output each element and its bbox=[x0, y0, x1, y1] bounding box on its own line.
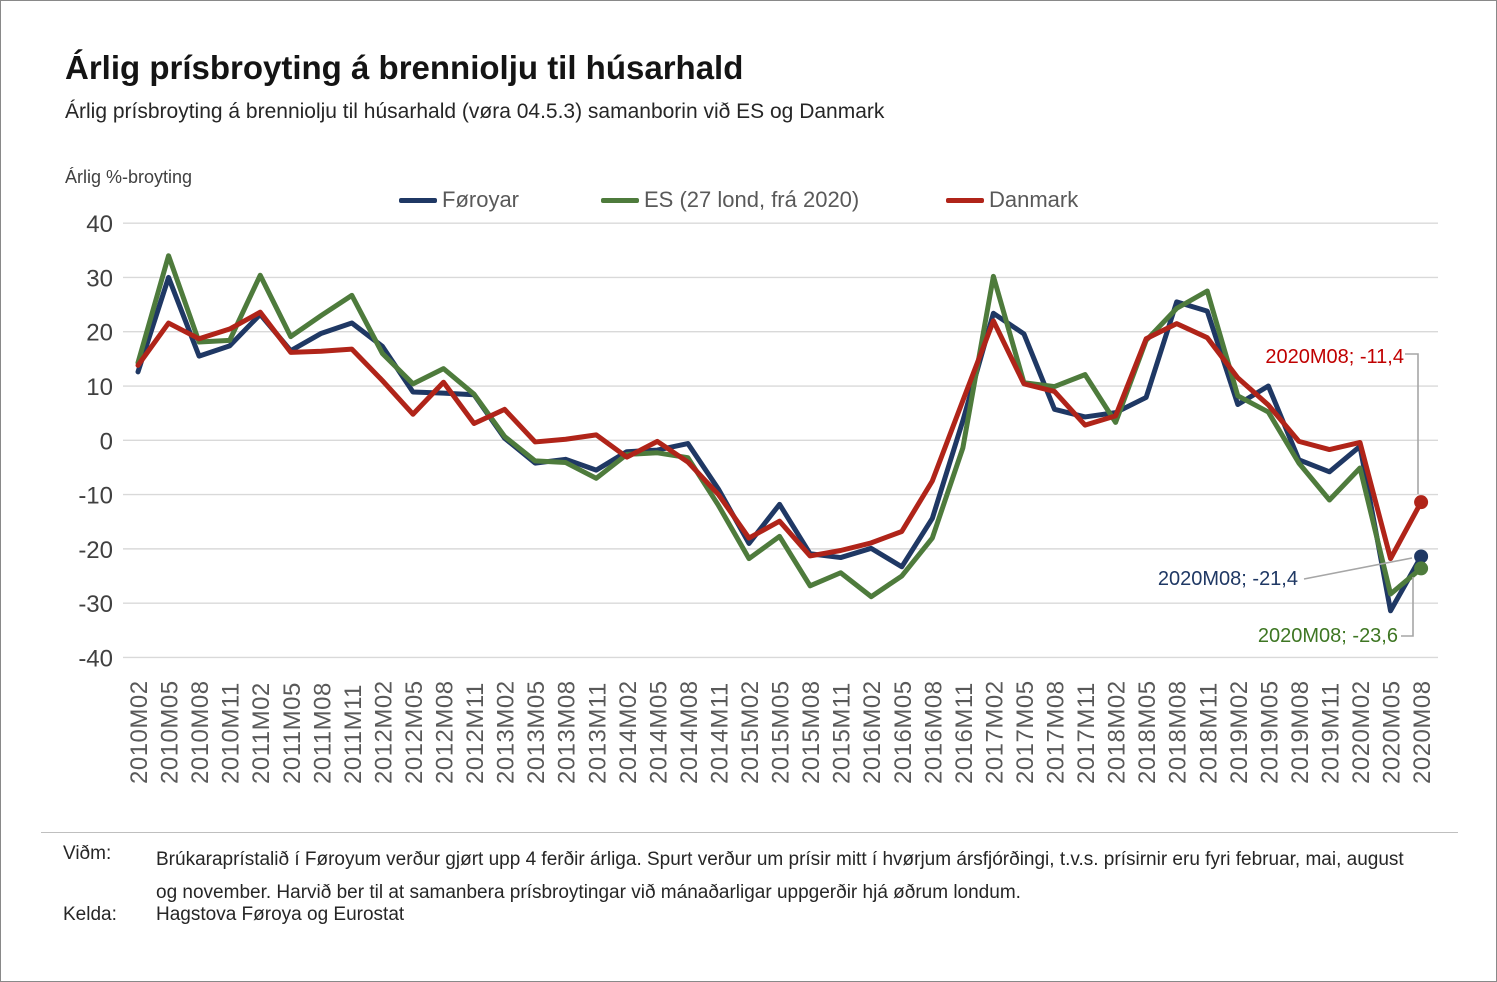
y-tick-label: 0 bbox=[100, 428, 113, 455]
x-tick-label: 2018M11 bbox=[1195, 682, 1222, 784]
page-subtitle: Árlig prísbroyting á brenniolju til húsa… bbox=[65, 100, 885, 123]
x-tick-label: 2017M05 bbox=[1012, 680, 1039, 784]
y-tick-label: -40 bbox=[78, 645, 113, 672]
x-tick-label: 2020M08 bbox=[1409, 680, 1436, 784]
x-tick-label: 2011M05 bbox=[279, 682, 306, 784]
source-label: Kelda: bbox=[63, 904, 117, 925]
x-tick-label: 2010M08 bbox=[187, 680, 214, 784]
series-end-dot-f-royar bbox=[1414, 549, 1429, 564]
y-axis-title: Árlig %-broyting bbox=[65, 167, 193, 187]
x-tick-label: 2016M02 bbox=[859, 680, 886, 784]
x-tick-label: 2011M02 bbox=[248, 682, 275, 784]
x-tick-label: 2015M08 bbox=[798, 680, 825, 784]
x-tick-label: 2013M11 bbox=[584, 682, 611, 784]
x-tick-label: 2012M11 bbox=[462, 682, 489, 784]
legend-line-swatch bbox=[946, 197, 984, 203]
x-tick-label: 2014M05 bbox=[645, 680, 672, 784]
x-tick-label: 2016M08 bbox=[920, 680, 947, 784]
callout-connector bbox=[1405, 353, 1419, 494]
y-tick-label: -20 bbox=[78, 537, 113, 564]
x-tick-label: 2016M05 bbox=[890, 680, 917, 784]
x-tick-label: 2017M08 bbox=[1043, 680, 1070, 784]
data-label-f-royar: 2020M08; -21,4 bbox=[1157, 568, 1298, 590]
source-text: Hagstova Føroya og Eurostat bbox=[156, 904, 405, 925]
legend-item-danmark: Danmark bbox=[946, 187, 1078, 213]
y-tick-label: -10 bbox=[78, 483, 113, 510]
x-tick-label: 2012M05 bbox=[401, 680, 428, 784]
footnote-label: Viðm: bbox=[63, 843, 112, 864]
series-line-f-royar bbox=[135, 274, 1424, 614]
x-tick-label: 2019M02 bbox=[1226, 680, 1253, 784]
x-tick-label: 2014M08 bbox=[676, 680, 703, 784]
x-tick-label: 2011M08 bbox=[309, 682, 336, 784]
x-tick-label: 2014M02 bbox=[615, 680, 642, 784]
x-tick-label: 2013M08 bbox=[554, 680, 581, 784]
callout-connector bbox=[1303, 557, 1413, 580]
x-tick-label: 2015M11 bbox=[829, 682, 856, 784]
series-line-danmark bbox=[135, 309, 1424, 562]
x-tick-label: 2017M11 bbox=[1073, 682, 1100, 784]
x-tick-label: 2018M02 bbox=[1104, 680, 1131, 784]
legend-item-f-royar: Føroyar bbox=[399, 187, 519, 213]
x-tick-label: 2010M02 bbox=[126, 680, 153, 784]
page-title: Árlig prísbroyting á brenniolju til húsa… bbox=[65, 49, 744, 86]
series-end-dot-danmark bbox=[1414, 495, 1429, 510]
x-tick-label: 2016M11 bbox=[951, 682, 978, 784]
x-tick-label: 2013M05 bbox=[523, 680, 550, 784]
x-tick-label: 2015M05 bbox=[768, 680, 795, 784]
y-tick-label: 40 bbox=[86, 211, 113, 238]
x-tick-label: 2011M11 bbox=[340, 684, 367, 784]
callout-connector bbox=[1401, 577, 1414, 637]
x-tick-label: 2019M05 bbox=[1256, 680, 1283, 784]
x-tick-label: 2020M05 bbox=[1379, 680, 1406, 784]
legend-item-es-27-lond-fr-2020-: ES (27 lond, frá 2020) bbox=[601, 187, 859, 213]
x-tick-label: 2015M02 bbox=[737, 680, 764, 784]
legend-label: Danmark bbox=[989, 187, 1079, 212]
x-tick-label: 2012M02 bbox=[370, 680, 397, 784]
x-tick-label: 2019M08 bbox=[1287, 680, 1314, 784]
x-tick-label: 2010M11 bbox=[218, 682, 245, 784]
legend-label: ES (27 lond, frá 2020) bbox=[644, 187, 860, 212]
y-tick-label: 20 bbox=[86, 320, 113, 347]
x-tick-label: 2010M05 bbox=[157, 680, 184, 784]
series-line-es-27-lond-fr-2020- bbox=[135, 253, 1424, 600]
y-tick-label: 10 bbox=[86, 374, 113, 401]
x-tick-label: 2018M05 bbox=[1134, 680, 1161, 784]
legend-line-swatch bbox=[399, 197, 437, 203]
x-tick-label: 2013M02 bbox=[493, 680, 520, 784]
x-tick-label: 2020M02 bbox=[1348, 680, 1375, 784]
x-tick-label: 2018M08 bbox=[1165, 680, 1192, 784]
x-tick-label: 2017M02 bbox=[981, 680, 1008, 784]
x-tick-label: 2012M08 bbox=[432, 680, 459, 784]
series-end-dot-es-27-lond-fr-2020- bbox=[1414, 561, 1429, 576]
data-label-danmark: 2020M08; -11,4 bbox=[1265, 346, 1404, 368]
legend-line-swatch bbox=[601, 197, 639, 203]
footnote-text: Brúkaraprístalið í Føroyum verður gjørt … bbox=[156, 849, 1404, 903]
y-tick-label: -30 bbox=[78, 591, 113, 618]
x-tick-label: 2019M11 bbox=[1317, 682, 1344, 784]
footer-divider bbox=[41, 832, 1458, 833]
x-tick-label: 2014M11 bbox=[706, 682, 733, 784]
y-tick-label: 30 bbox=[86, 265, 113, 292]
legend-label: Føroyar bbox=[442, 187, 519, 212]
data-label-es-27-lond-fr-2020-: 2020M08; -23,6 bbox=[1257, 625, 1398, 647]
